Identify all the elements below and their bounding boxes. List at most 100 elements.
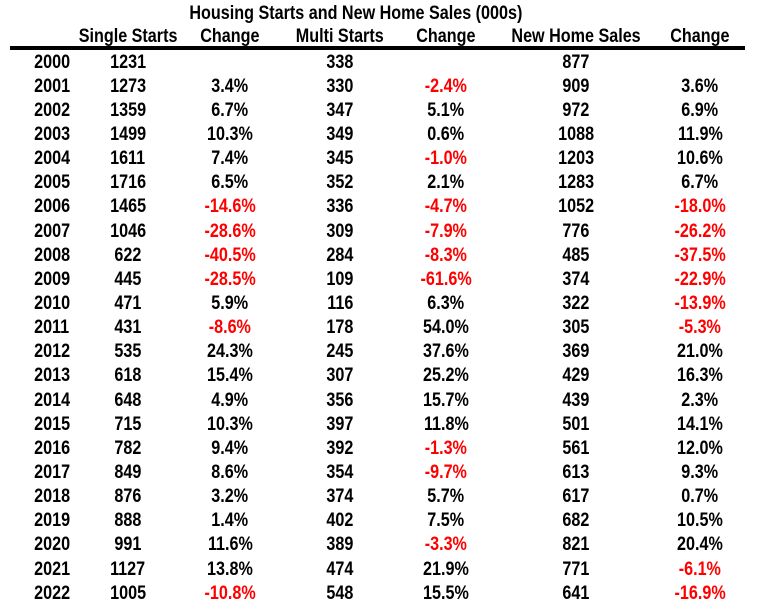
multi-change-cell: -2.4% (424, 75, 468, 97)
sales-change-cell: 20.4% (677, 534, 723, 556)
multi-change-cell: -1.0% (424, 148, 468, 170)
single-starts-cell: 648 (114, 389, 142, 411)
multi-change-cell: -7.9% (424, 220, 468, 242)
single-starts-cell: 471 (114, 292, 142, 314)
year-cell: 2013 (34, 365, 70, 387)
single-change-header: Change (200, 26, 260, 47)
new-home-sales-cell: 501 (562, 413, 590, 435)
year-cell: 2015 (34, 413, 70, 435)
table-row: 2018 876 3.2% 374 5.7% 617 0.7% (14, 485, 768, 509)
sales-change-cell: 21.0% (677, 341, 723, 363)
sales-change-cell: 10.5% (677, 510, 723, 532)
single-starts-cell: 1499 (110, 123, 146, 145)
sales-change-cell: 2.3% (681, 389, 719, 411)
single-change-cell: 13.8% (207, 558, 253, 580)
new-home-sales-cell: 877 (562, 51, 590, 73)
table-row: 2002 1359 6.7% 347 5.1% 972 6.9% (14, 98, 768, 122)
sales-change-cell: 6.7% (681, 172, 719, 194)
single-starts-cell: 1716 (110, 172, 146, 194)
new-home-sales-cell: 909 (562, 75, 590, 97)
sales-change-cell: -5.3% (678, 317, 722, 339)
single-starts-cell: 1127 (110, 558, 146, 580)
table-row: 2017 849 8.6% 354 -9.7% 613 9.3% (14, 460, 768, 484)
multi-change-cell: -9.7% (424, 461, 468, 483)
sales-change-cell: 10.6% (677, 148, 723, 170)
single-change-cell: -40.5% (204, 244, 256, 266)
single-change-cell: 10.3% (207, 123, 253, 145)
single-starts-cell: 782 (114, 437, 142, 459)
multi-starts-header: Multi Starts (296, 26, 384, 47)
year-cell: 2016 (34, 437, 70, 459)
table-row: 2021 1127 13.8% 474 21.9% 771 -6.1% (14, 557, 768, 581)
multi-starts-cell: 356 (326, 389, 354, 411)
new-home-sales-header: New Home Sales (511, 26, 641, 47)
year-cell: 2011 (34, 317, 70, 339)
single-starts-cell: 715 (114, 413, 142, 435)
single-change-cell: 3.4% (211, 75, 249, 97)
multi-change-cell: 15.7% (423, 389, 469, 411)
single-change-cell: 8.6% (211, 461, 249, 483)
sales-change-cell: 12.0% (677, 437, 723, 459)
single-starts-cell: 445 (114, 268, 142, 290)
year-cell: 2014 (34, 389, 70, 411)
single-change-cell: 24.3% (207, 341, 253, 363)
table-row: 2008 622 -40.5% 284 -8.3% 485 -37.5% (14, 243, 768, 267)
multi-starts-cell: 354 (326, 461, 354, 483)
single-change-cell: 6.7% (211, 99, 249, 121)
multi-change-cell: -61.6% (420, 268, 472, 290)
table-header-row: Single Starts Change Multi Starts Change New… (14, 27, 768, 46)
year-cell: 2012 (34, 341, 70, 363)
single-change-cell: 15.4% (207, 365, 253, 387)
new-home-sales-cell: 561 (562, 437, 590, 459)
new-home-sales-cell: 972 (562, 99, 590, 121)
multi-starts-cell: 347 (326, 99, 354, 121)
year-cell: 2005 (34, 172, 70, 194)
sales-change-cell: -22.9% (674, 268, 726, 290)
table-row: 2015 715 10.3% 397 11.8% 501 14.1% (14, 412, 768, 436)
new-home-sales-cell: 776 (562, 220, 590, 242)
table-row: 2013 618 15.4% 307 25.2% 429 16.3% (14, 364, 768, 388)
multi-starts-cell: 178 (326, 317, 354, 339)
multi-change-cell: 37.6% (423, 341, 469, 363)
multi-change-cell: 21.9% (423, 558, 469, 580)
single-starts-cell: 876 (114, 486, 142, 508)
multi-starts-cell: 397 (326, 413, 354, 435)
table-row: 2007 1046 -28.6% 309 -7.9% 776 -26.2% (14, 219, 768, 243)
single-starts-cell: 888 (114, 510, 142, 532)
year-cell: 2010 (34, 292, 70, 314)
year-cell: 2018 (34, 486, 70, 508)
multi-change-cell: 11.8% (423, 413, 469, 435)
year-cell: 2000 (34, 51, 70, 73)
new-home-sales-cell: 617 (562, 486, 590, 508)
multi-change-cell: 2.1% (427, 172, 465, 194)
single-starts-cell: 1273 (110, 75, 146, 97)
year-cell: 2004 (34, 148, 70, 170)
single-change-cell: 7.4% (211, 148, 249, 170)
multi-change-cell: 6.3% (427, 292, 465, 314)
new-home-sales-cell: 369 (562, 341, 590, 363)
multi-starts-cell: 336 (326, 196, 354, 218)
multi-change-cell: 5.1% (427, 99, 465, 121)
multi-starts-cell: 307 (326, 365, 354, 387)
sales-change-cell: 3.6% (681, 75, 719, 97)
sales-change-cell: 6.9% (681, 99, 719, 121)
table-row: 2010 471 5.9% 116 6.3% 322 -13.9% (14, 291, 768, 315)
table-row: 2011 431 -8.6% 178 54.0% 305 -5.3% (14, 316, 768, 340)
year-cell: 2020 (34, 534, 70, 556)
single-change-cell: -10.8% (204, 582, 256, 604)
multi-change-cell: 7.5% (427, 510, 465, 532)
single-starts-cell: 622 (114, 244, 142, 266)
multi-starts-cell: 392 (326, 437, 354, 459)
table-row: 2000 1231 338 877 (14, 50, 768, 74)
new-home-sales-cell: 1203 (558, 148, 594, 170)
year-cell: 2021 (34, 558, 70, 580)
single-starts-cell: 1359 (110, 99, 146, 121)
sales-change-cell: -37.5% (674, 244, 726, 266)
table-row: 2019 888 1.4% 402 7.5% 682 10.5% (14, 509, 768, 533)
table-row: 2003 1499 10.3% 349 0.6% 1088 11.9% (14, 122, 768, 146)
multi-starts-cell: 352 (326, 172, 354, 194)
single-change-cell: 9.4% (211, 437, 249, 459)
multi-change-cell: 54.0% (423, 317, 469, 339)
new-home-sales-cell: 374 (562, 268, 590, 290)
multi-starts-cell: 330 (326, 75, 354, 97)
